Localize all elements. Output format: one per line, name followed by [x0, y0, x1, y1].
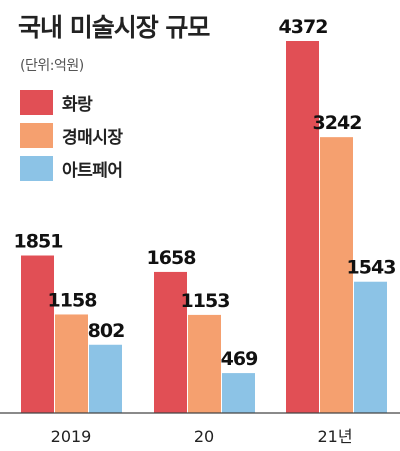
bar-2-2 [354, 281, 387, 413]
bar-2-0 [286, 41, 319, 413]
legend-swatch-1 [20, 123, 53, 148]
value-label-1-2: 469 [221, 348, 258, 370]
value-label-2-2: 1543 [347, 257, 396, 279]
legend-label-1: 경매시장 [62, 128, 123, 148]
legend-label-2: 아트페어 [62, 161, 123, 181]
category-label-20: 20 [194, 427, 214, 446]
bar-0-2 [89, 344, 122, 413]
chart-unit: (단위:억원) [20, 58, 84, 74]
value-label-0-1: 1158 [48, 289, 98, 311]
bar-0-0 [21, 255, 54, 413]
legend: 화랑 경매시장 아트페어 [20, 90, 124, 181]
value-label-0-2: 802 [88, 320, 125, 342]
value-labels-group: 1851 1158 802 1658 1153 469 4372 3242 1543 [14, 16, 397, 370]
value-label-1-0: 1658 [147, 247, 197, 269]
bar-2-1 [320, 137, 353, 414]
legend-swatch-0 [20, 90, 53, 115]
value-label-1-1: 1153 [181, 290, 230, 312]
bars-group [21, 41, 387, 414]
x-axis-labels: 2019 20 21년 [51, 427, 353, 446]
value-label-2-0: 4372 [279, 16, 328, 38]
legend-label-0: 화랑 [62, 95, 93, 115]
value-label-2-1: 3242 [313, 112, 362, 134]
value-label-0-0: 1851 [14, 231, 63, 253]
bar-1-2 [222, 373, 255, 413]
chart-title: 국내 미술시장 규모 [18, 13, 210, 42]
bar-0-1 [55, 314, 88, 413]
category-label-2019: 2019 [51, 427, 92, 446]
bar-1-1 [188, 314, 221, 413]
bar-1-0 [154, 271, 187, 413]
category-label-21: 21년 [317, 427, 352, 446]
legend-swatch-2 [20, 156, 53, 181]
